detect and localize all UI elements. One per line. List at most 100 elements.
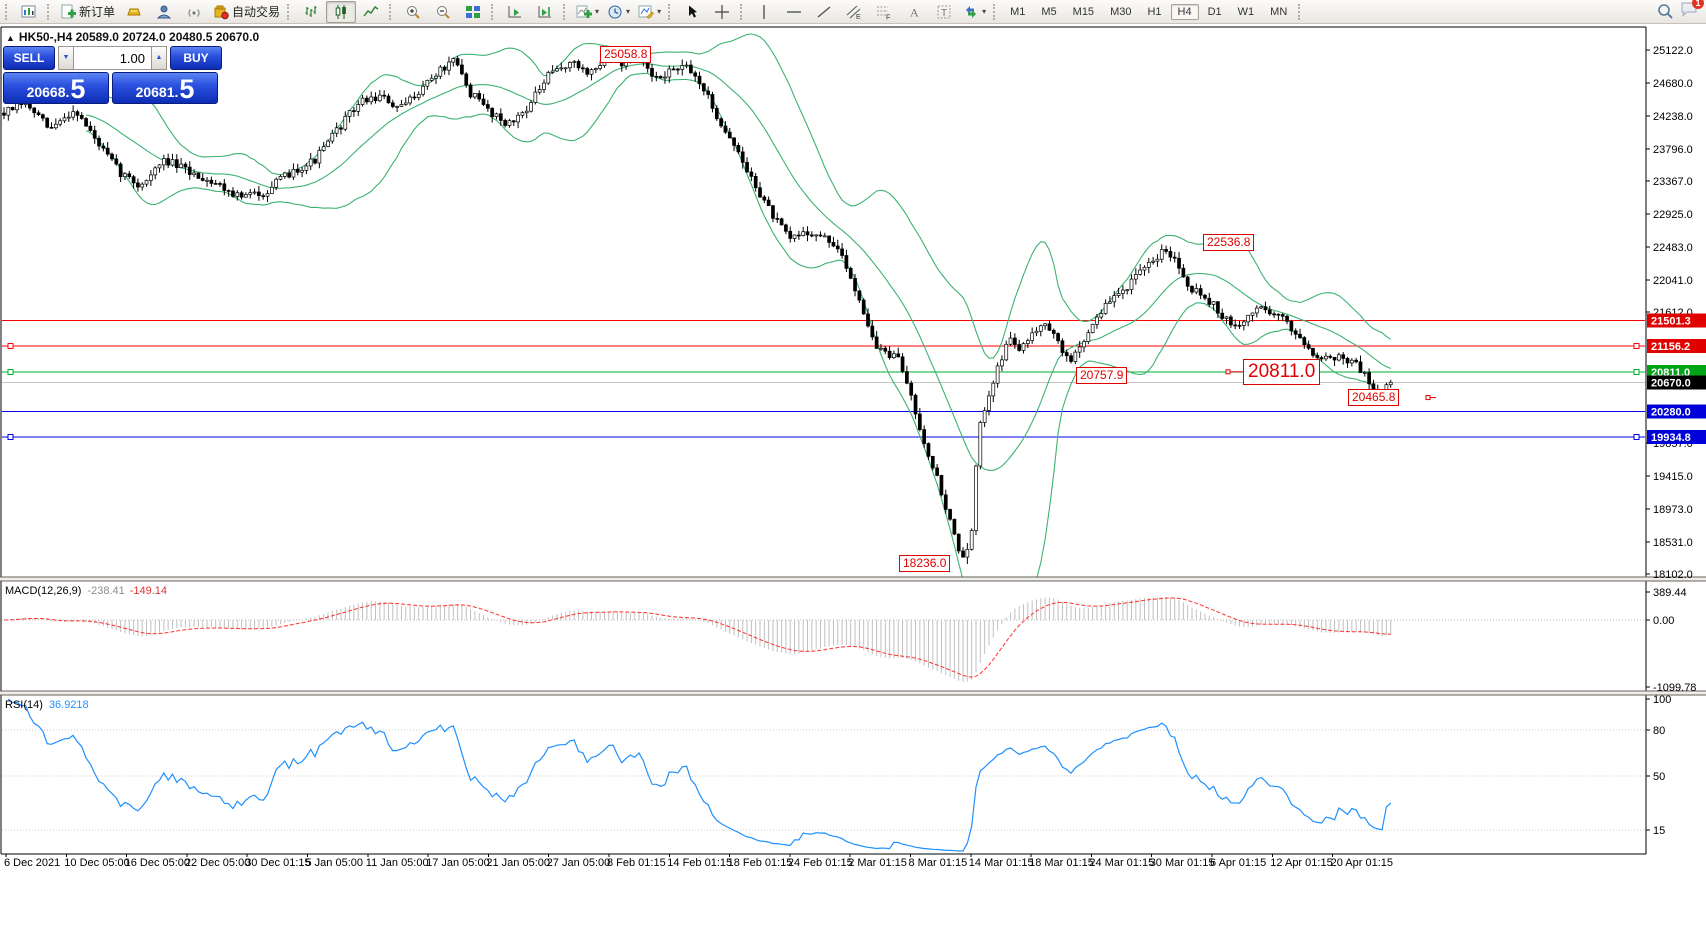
- sell-price-button[interactable]: 20668. 5: [3, 72, 109, 104]
- signal-icon: [188, 8, 200, 17]
- sell-button[interactable]: SELL: [3, 46, 55, 70]
- buy-button[interactable]: BUY: [170, 46, 222, 70]
- price-annotation[interactable]: 20811.0: [1243, 358, 1321, 385]
- text-label-tool-button[interactable]: T: [929, 1, 959, 23]
- macd-name: MACD(12,26,9): [5, 585, 82, 597]
- autotrading-button[interactable]: 自动交易: [209, 1, 284, 23]
- svg-text:30 Dec 01:15: 30 Dec 01:15: [245, 857, 310, 869]
- arrows-tool-button[interactable]: ▾: [959, 1, 990, 23]
- svg-text:30 Mar 01:15: 30 Mar 01:15: [1150, 857, 1215, 869]
- macd-indicator-label: MACD(12,26,9) -238.41 -149.14: [5, 585, 167, 597]
- timeframe-m1[interactable]: M1: [1010, 5, 1026, 18]
- svg-text:24 Feb 01:15: 24 Feb 01:15: [788, 857, 853, 869]
- volume-increase-button[interactable]: ▲: [151, 46, 167, 70]
- app-chart-window-button[interactable]: [14, 1, 44, 23]
- collapse-one-click-arrow[interactable]: ▲: [6, 33, 15, 43]
- svg-text:F: F: [886, 14, 890, 20]
- price-annotation[interactable]: 18236.0: [899, 555, 951, 573]
- toolbar-grip[interactable]: [287, 3, 293, 20]
- toolbar-grip[interactable]: [668, 3, 674, 20]
- toolbar-grip[interactable]: [389, 3, 395, 20]
- cursor-tool-button[interactable]: [677, 1, 707, 23]
- notifications-button[interactable]: 1: [1680, 0, 1704, 22]
- svg-text:18 Feb 01:15: 18 Feb 01:15: [728, 857, 793, 869]
- indicators-button[interactable]: ▾: [572, 1, 603, 23]
- timeframe-h4[interactable]: H4: [1170, 3, 1199, 20]
- svg-text:27 Jan 05:00: 27 Jan 05:00: [547, 857, 611, 869]
- buy-price-button[interactable]: 20681. 5: [112, 72, 218, 104]
- svg-text:22925.0: 22925.0: [1653, 209, 1693, 221]
- auto-scroll-button[interactable]: [500, 1, 530, 23]
- timeframe-h1[interactable]: H1: [1147, 5, 1162, 18]
- arrows-icon: [966, 5, 977, 18]
- price-annotation[interactable]: 20757.9: [1076, 367, 1128, 385]
- toolbar-grip[interactable]: [563, 3, 569, 20]
- toolbar-grip[interactable]: [491, 3, 497, 20]
- new-order-icon: [61, 4, 76, 18]
- zoom-in-button[interactable]: [398, 1, 428, 23]
- svg-text:10 Dec 05:00: 10 Dec 05:00: [64, 857, 129, 869]
- bar-chart-mode-button[interactable]: [296, 1, 326, 23]
- timeframe-w1[interactable]: W1: [1237, 5, 1255, 18]
- zoom-out-button[interactable]: [428, 1, 458, 23]
- candlestick-mode-button[interactable]: [326, 0, 357, 23]
- line-chart-mode-button[interactable]: [356, 1, 386, 23]
- svg-text:E: E: [856, 14, 861, 20]
- svg-text:17 Jan 05:00: 17 Jan 05:00: [426, 857, 490, 869]
- svg-text:18102.0: 18102.0: [1653, 569, 1693, 581]
- tile-windows-button[interactable]: [458, 1, 488, 23]
- timeframe-m15[interactable]: M15: [1072, 5, 1095, 18]
- toolbar-grip[interactable]: [47, 3, 53, 20]
- tile-windows-icon: [466, 5, 481, 18]
- text-tool-button[interactable]: A: [899, 1, 929, 23]
- svg-text:24238.0: 24238.0: [1653, 111, 1693, 123]
- timeframe-mn[interactable]: MN: [1270, 5, 1288, 18]
- buy-price-main: 20681.: [135, 84, 179, 100]
- toolbar-grip[interactable]: [740, 3, 746, 20]
- timeframe-m30[interactable]: M30: [1110, 5, 1132, 18]
- svg-text:22 Dec 05:00: 22 Dec 05:00: [185, 857, 250, 869]
- templates-button[interactable]: ▾: [634, 1, 665, 23]
- svg-text:80: 80: [1653, 725, 1665, 737]
- svg-text:18 Mar 01:15: 18 Mar 01:15: [1029, 857, 1094, 869]
- cursor-icon: [689, 5, 698, 17]
- svg-text:T: T: [941, 8, 947, 19]
- svg-text:23367.0: 23367.0: [1653, 176, 1693, 188]
- vertical-line-tool-button[interactable]: [749, 1, 779, 23]
- price-annotation[interactable]: 25058.8: [600, 46, 652, 64]
- svg-text:24 Mar 01:15: 24 Mar 01:15: [1089, 857, 1154, 869]
- signals-button[interactable]: [179, 1, 209, 23]
- channel-tool-button[interactable]: E: [839, 1, 869, 23]
- timeframe-d1[interactable]: D1: [1207, 5, 1222, 18]
- price-annotation[interactable]: 20465.8: [1348, 389, 1400, 407]
- timeframe-m5[interactable]: M5: [1041, 5, 1057, 18]
- svg-text:18531.0: 18531.0: [1653, 537, 1693, 549]
- volume-stepper: ▼ ▲: [58, 46, 167, 70]
- price-annotation[interactable]: 22536.8: [1203, 234, 1255, 252]
- new-order-button[interactable]: 新订单: [56, 1, 119, 23]
- crosshair-tool-button[interactable]: [707, 1, 737, 23]
- new-order-label: 新订单: [79, 5, 116, 19]
- svg-text:6 Apr 01:15: 6 Apr 01:15: [1210, 857, 1266, 869]
- macd-value-main: -238.41: [87, 585, 125, 597]
- fibonacci-tool-button[interactable]: F: [869, 1, 899, 23]
- volume-input[interactable]: [74, 46, 151, 70]
- templates-dropdown-caret: ▾: [657, 6, 662, 16]
- horizontal-line-tool-button[interactable]: [779, 1, 809, 23]
- crosshair-icon: [715, 4, 730, 19]
- profile-icon: [156, 5, 172, 18]
- profile-button[interactable]: [149, 1, 179, 23]
- volume-decrease-button[interactable]: ▼: [58, 46, 74, 70]
- search-icon[interactable]: [1657, 3, 1674, 20]
- toolbar-right: 1: [1657, 0, 1704, 22]
- text-label-icon: T: [937, 5, 951, 19]
- market-watch-button[interactable]: [119, 1, 149, 23]
- trendline-tool-button[interactable]: [809, 1, 839, 23]
- toolbar-grip[interactable]: [5, 3, 11, 20]
- chart-shift-button[interactable]: [530, 1, 560, 23]
- periods-button[interactable]: ▾: [603, 1, 634, 23]
- toolbar-grip[interactable]: [993, 3, 999, 20]
- toolbar-grip[interactable]: [1298, 3, 1304, 20]
